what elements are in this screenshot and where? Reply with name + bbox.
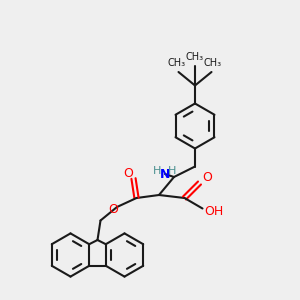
Text: H: H	[153, 166, 162, 176]
Text: CH₃: CH₃	[168, 58, 186, 68]
Text: O: O	[123, 167, 133, 180]
Text: O: O	[109, 203, 118, 216]
Text: N: N	[160, 167, 170, 181]
Text: O: O	[202, 171, 212, 184]
Text: OH: OH	[204, 205, 223, 218]
Text: CH₃: CH₃	[204, 58, 222, 68]
Text: CH₃: CH₃	[186, 52, 204, 62]
Text: H: H	[168, 166, 177, 176]
